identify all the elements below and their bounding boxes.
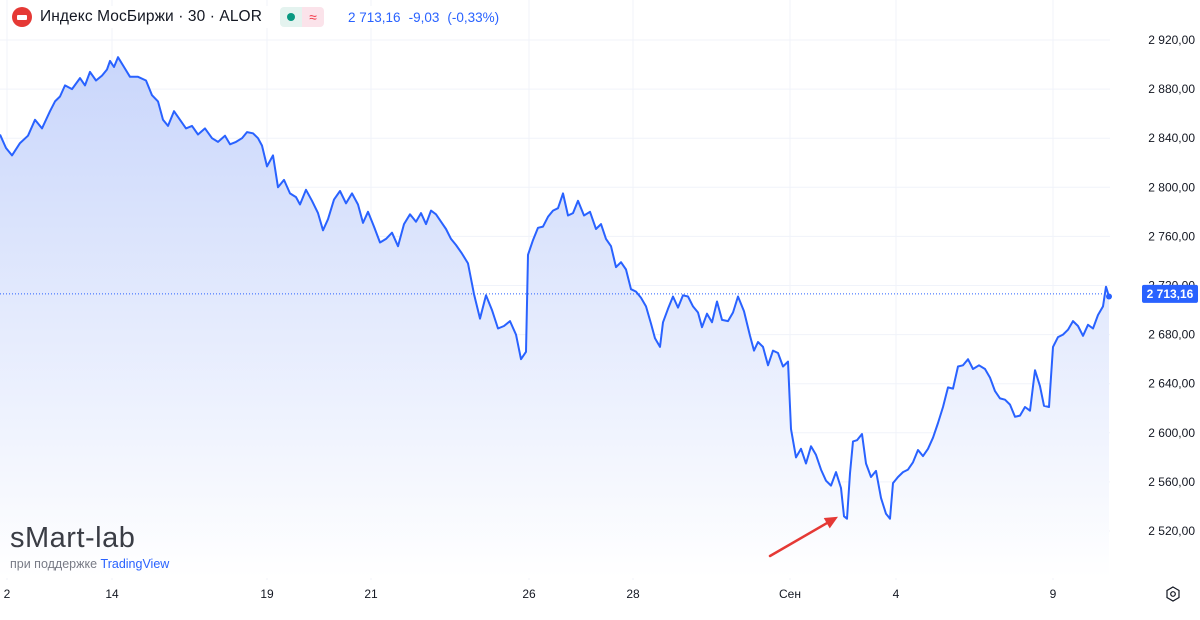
last-price: 2 713,16 [348, 9, 401, 25]
y-tick-label: 2 840,00 [1148, 131, 1195, 145]
symbol-title[interactable]: Индекс МосБиржи · 30 · ALOR [40, 8, 263, 25]
x-tick-label: 4 [893, 587, 900, 601]
price-area-fill [0, 57, 1109, 578]
last-price-label: 2 713,16 [1147, 287, 1194, 301]
moex-logo-icon [12, 7, 32, 27]
watermark-subtitle: при поддержке TradingView [10, 557, 169, 571]
x-tick-label: Сен [779, 587, 801, 601]
x-tick-label: 2 [4, 587, 11, 601]
watermark-title: sMart-lab [10, 522, 136, 554]
delay-wave-icon: ≈ [302, 7, 325, 27]
y-tick-label: 2 640,00 [1148, 377, 1195, 391]
price-change-percent: (-0,33%) [447, 9, 500, 25]
y-tick-label: 2 680,00 [1148, 328, 1195, 342]
x-tick-label: 14 [105, 587, 119, 601]
x-tick-label: 19 [260, 587, 274, 601]
market-status[interactable]: ≈ [280, 7, 325, 27]
annotation-arrow [768, 516, 838, 558]
market-open-dot-icon [280, 7, 303, 27]
last-price-tag: 2 713,16 [1142, 284, 1198, 303]
y-tick-label: 2 760,00 [1148, 229, 1195, 243]
y-tick-label: 2 520,00 [1148, 524, 1195, 538]
price-change: -9,03 [408, 9, 440, 25]
x-tick-label: 28 [626, 587, 640, 601]
chart-header: Индекс МосБиржи · 30 · ALOR ≈ 2 713,16 -… [12, 6, 506, 28]
price-line-series [0, 56, 1110, 520]
settings-icon[interactable] [1163, 584, 1183, 604]
quote-values: 2 713,16 -9,03 (-0,33%) [348, 10, 499, 25]
y-tick-label: 2 560,00 [1148, 475, 1195, 489]
x-tick-label: 21 [364, 587, 378, 601]
last-point-dot [1106, 293, 1112, 300]
y-tick-label: 2 800,00 [1148, 180, 1195, 194]
watermark-brand: TradingView [100, 557, 170, 571]
y-tick-label: 2 600,00 [1148, 426, 1195, 440]
y-tick-label: 2 880,00 [1148, 82, 1195, 96]
watermark: sMart-lab при поддержке TradingView [10, 522, 169, 571]
x-tick-label: 9 [1050, 587, 1057, 601]
watermark-prefix: при поддержке [10, 557, 98, 571]
y-tick-label: 2 920,00 [1148, 33, 1195, 47]
x-tick-label: 26 [522, 587, 536, 601]
